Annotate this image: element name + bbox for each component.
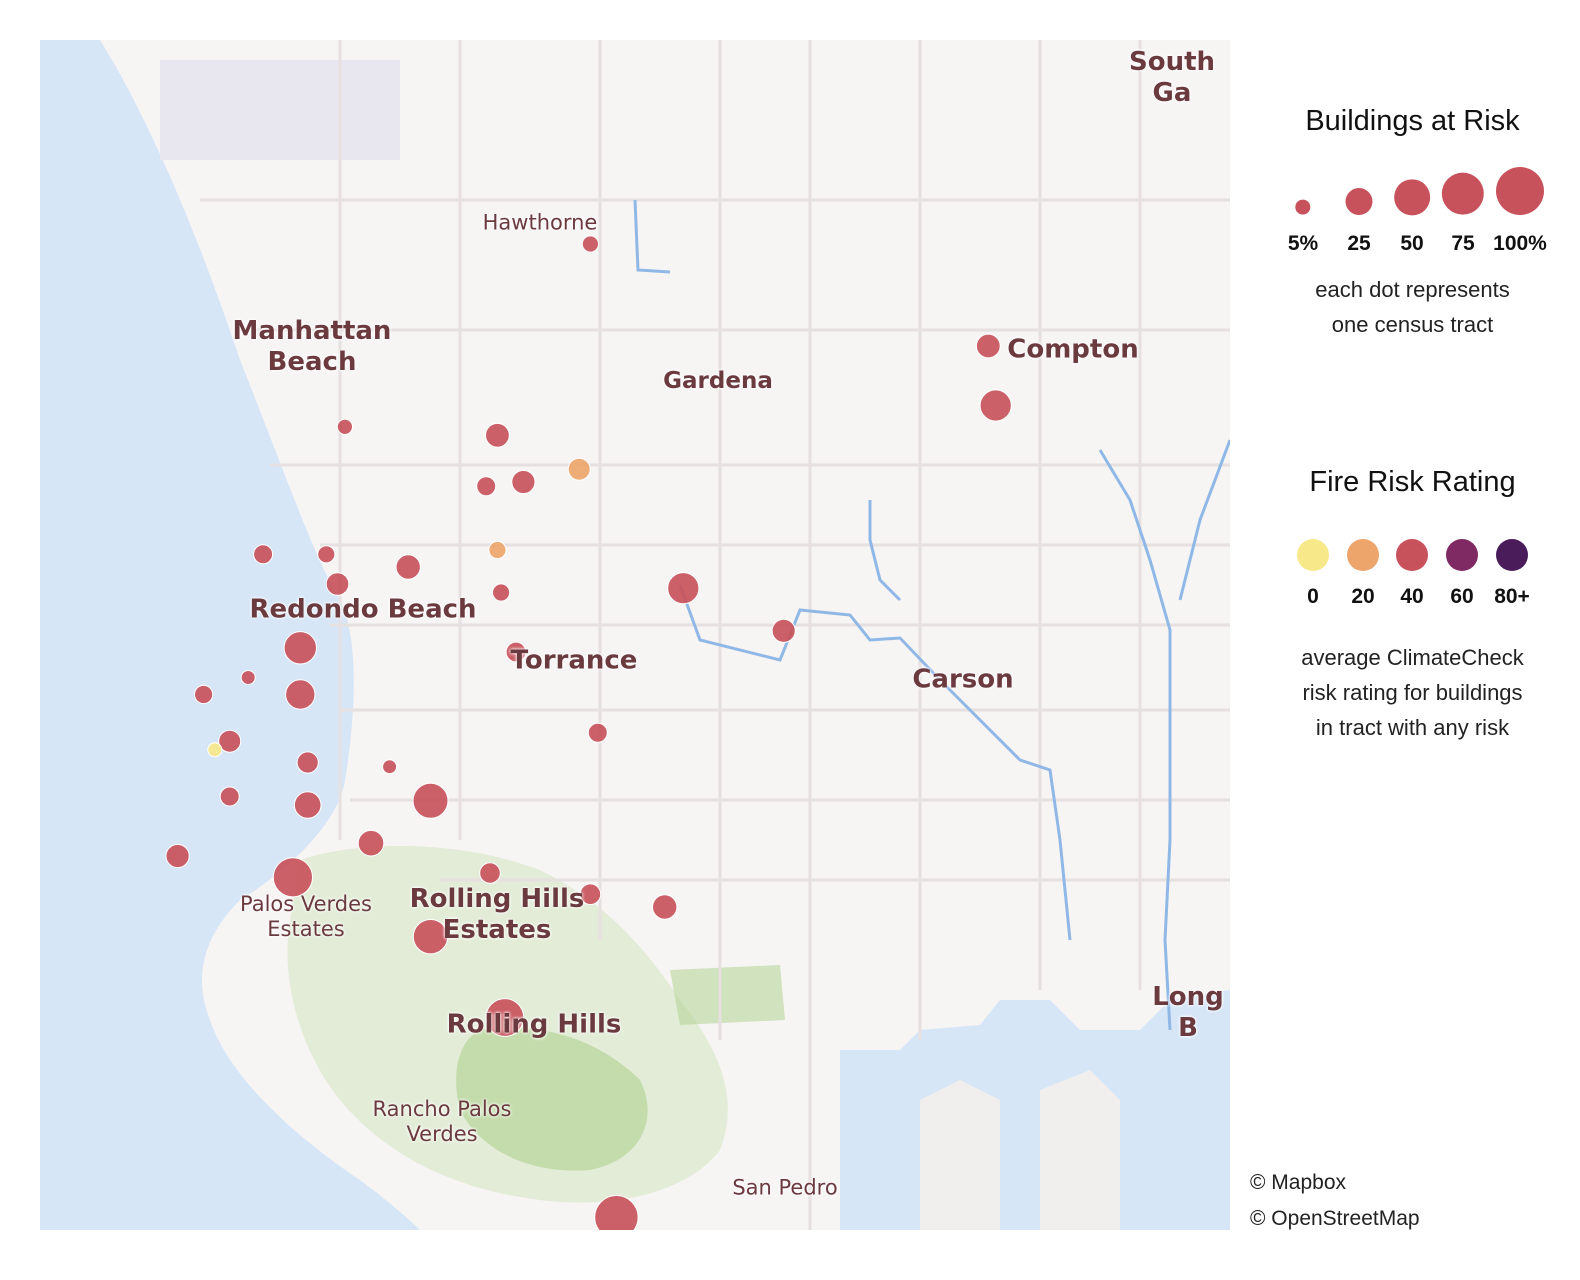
tract-dot[interactable] [485, 998, 525, 1037]
size-legend-title: Buildings at Risk [1305, 105, 1520, 137]
tract-dot[interactable] [240, 670, 256, 685]
tract-dot[interactable] [771, 618, 796, 643]
color-swatch [1396, 539, 1428, 571]
size-swatch [1394, 179, 1430, 215]
color-legend-labels: 0 20 40 60 80+ [1245, 585, 1580, 615]
hill-park-2 [670, 965, 785, 1025]
tract-dot[interactable] [357, 829, 385, 857]
color-swatch-label: 0 [1307, 585, 1319, 608]
tract-dot[interactable] [219, 786, 240, 807]
tract-dot[interactable] [476, 476, 497, 497]
size-swatch [1295, 199, 1311, 215]
tract-dot[interactable] [325, 572, 350, 596]
lax-airport [160, 60, 400, 160]
place-label: Torrance [510, 645, 638, 676]
color-legend-note: average ClimateCheck risk rating for bui… [1245, 640, 1580, 745]
size-swatch [1441, 172, 1485, 215]
color-swatch [1446, 539, 1478, 571]
tract-dot[interactable] [207, 742, 223, 758]
place-label: South Ga [1128, 46, 1216, 108]
color-swatch [1496, 539, 1528, 571]
tract-dot[interactable] [975, 333, 1001, 359]
color-swatch-label: 40 [1400, 585, 1424, 608]
size-swatch-label: 5% [1287, 232, 1319, 255]
color-swatch-label: 60 [1450, 585, 1474, 608]
tract-dot[interactable] [479, 862, 501, 884]
place-label: Rolling Hills [446, 1009, 622, 1040]
place-label: Manhattan Beach [232, 315, 392, 377]
color-swatch [1347, 539, 1379, 571]
map-canvas[interactable]: South Ga Hawthorne Manhattan Beach Compton G… [40, 40, 1230, 1230]
rancho-park [456, 1027, 648, 1171]
map-attribution: © Mapbox © OpenStreetMap [1250, 1165, 1420, 1237]
place-label: Palos Verdes Estates [240, 891, 372, 941]
tract-dot[interactable] [567, 457, 591, 481]
place-label: Long B [1152, 981, 1224, 1043]
color-note-line-3: in tract with any risk [1315, 715, 1510, 740]
place-label: Rolling Hills Estates [409, 883, 585, 945]
tract-dot[interactable] [579, 883, 602, 906]
tract-dot[interactable] [272, 857, 313, 898]
tract-dot[interactable] [587, 722, 608, 743]
tract-dot[interactable] [652, 894, 678, 920]
tract-dot[interactable] [505, 641, 527, 663]
road-grid [200, 40, 1230, 1230]
tract-dot[interactable] [253, 544, 274, 565]
size-legend-note: each dot represents one census tract [1245, 272, 1580, 342]
tract-dot[interactable] [488, 540, 507, 560]
tract-dot[interactable] [412, 919, 449, 955]
tract-dot[interactable] [581, 235, 600, 253]
tract-dot[interactable] [594, 1195, 639, 1231]
size-swatch [1345, 188, 1373, 215]
color-note-line-1: average ClimateCheck [1301, 645, 1524, 670]
tract-dot[interactable] [382, 759, 398, 775]
place-label: San Pedro [732, 1175, 838, 1200]
tract-dot[interactable] [165, 843, 190, 869]
color-legend-swatches [1245, 535, 1580, 595]
size-swatch-label: 25 [1347, 232, 1371, 255]
ocean [40, 40, 420, 1230]
tract-dot[interactable] [492, 583, 511, 602]
color-swatch-label: 80+ [1494, 585, 1530, 608]
size-swatch-label: 75 [1451, 232, 1475, 255]
tract-dot[interactable] [285, 679, 316, 710]
tract-dot[interactable] [412, 782, 449, 819]
tract-dot[interactable] [979, 389, 1012, 422]
size-swatch-label: 100% [1493, 232, 1547, 255]
tract-dots-layer [165, 235, 1012, 1231]
color-swatch-label: 20 [1351, 585, 1375, 608]
osm-attribution-link[interactable]: © OpenStreetMap [1250, 1207, 1420, 1230]
size-legend-labels: 5% 25 50 75 100% [1245, 232, 1580, 262]
tract-dot[interactable] [218, 729, 242, 753]
size-note-line-1: each dot represents [1315, 277, 1510, 302]
tract-dot[interactable] [395, 554, 421, 580]
color-note-line-2: risk rating for buildings [1302, 680, 1523, 705]
tract-dot[interactable] [336, 418, 353, 435]
mapbox-attribution-link[interactable]: © Mapbox [1250, 1171, 1347, 1194]
place-label: Gardena [663, 368, 773, 395]
place-label: Rancho Palos Verdes [372, 1096, 512, 1146]
size-legend-swatches [1245, 167, 1580, 230]
rivers [633, 199, 1230, 1031]
color-legend-title: Fire Risk Rating [1309, 466, 1516, 498]
place-label: Compton [1007, 334, 1139, 365]
tract-dot[interactable] [667, 572, 700, 605]
tract-dot[interactable] [485, 422, 510, 448]
tract-dot[interactable] [283, 631, 317, 665]
place-label: Carson [912, 664, 1014, 695]
size-swatch [1496, 167, 1544, 215]
color-swatch [1297, 539, 1329, 571]
place-label: Redondo Beach [249, 594, 477, 625]
legend-panel: Buildings at Risk 5% 25 50 75 100% each dot … [1245, 0, 1580, 1280]
place-label: Hawthorne [482, 210, 598, 235]
size-note-line-2: one census tract [1331, 312, 1494, 337]
size-swatch-label: 50 [1400, 232, 1424, 255]
tract-dot[interactable] [317, 545, 336, 564]
basemap [40, 40, 1230, 1230]
tract-dot[interactable] [293, 791, 322, 819]
tract-dot[interactable] [511, 469, 536, 495]
tract-dot[interactable] [194, 684, 214, 705]
harbor-docks [920, 1070, 1120, 1230]
tract-dot[interactable] [296, 751, 319, 774]
